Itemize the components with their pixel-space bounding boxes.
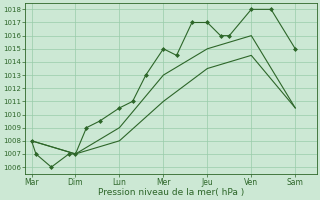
X-axis label: Pression niveau de la mer( hPa ): Pression niveau de la mer( hPa ) [98, 188, 244, 197]
